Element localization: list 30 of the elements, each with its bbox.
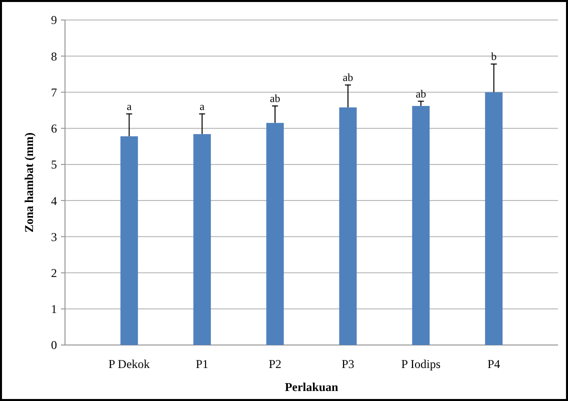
bar (412, 106, 430, 345)
x-tick-label: P Dekok (108, 357, 150, 371)
bar (266, 122, 284, 345)
annotation: b (491, 51, 498, 64)
bar (485, 92, 503, 345)
y-tick-label: 2 (51, 266, 57, 280)
x-tick-label: P3 (342, 357, 354, 371)
x-axis-title: Perlakuan (284, 380, 338, 394)
y-tick-label: 5 (51, 158, 57, 172)
y-tick-label: 7 (51, 85, 57, 100)
annotation: ab (270, 92, 281, 105)
y-tick-label: 4 (51, 194, 57, 208)
annotation: ab (416, 88, 427, 100)
y-tick-label: 0 (51, 338, 57, 352)
y-tick-label: 3 (51, 230, 57, 244)
bar (193, 134, 211, 345)
annotation: ab (342, 72, 354, 84)
y-tick-label: 9 (51, 13, 57, 28)
y-axis-title: Zona hambat (mm) (22, 132, 36, 233)
x-tick-label: P1 (196, 357, 208, 371)
y-tick-label: 6 (51, 122, 57, 136)
bar (120, 136, 138, 345)
annotation: a (200, 100, 205, 113)
y-tick-label: 1 (51, 302, 57, 316)
x-tick-label: P Iodips (401, 357, 441, 371)
x-tick-label: P2 (268, 357, 282, 371)
bar (339, 107, 357, 345)
y-tick-label: 8 (51, 49, 57, 64)
annotation: a (126, 100, 132, 113)
x-tick-label: P4 (487, 357, 500, 371)
